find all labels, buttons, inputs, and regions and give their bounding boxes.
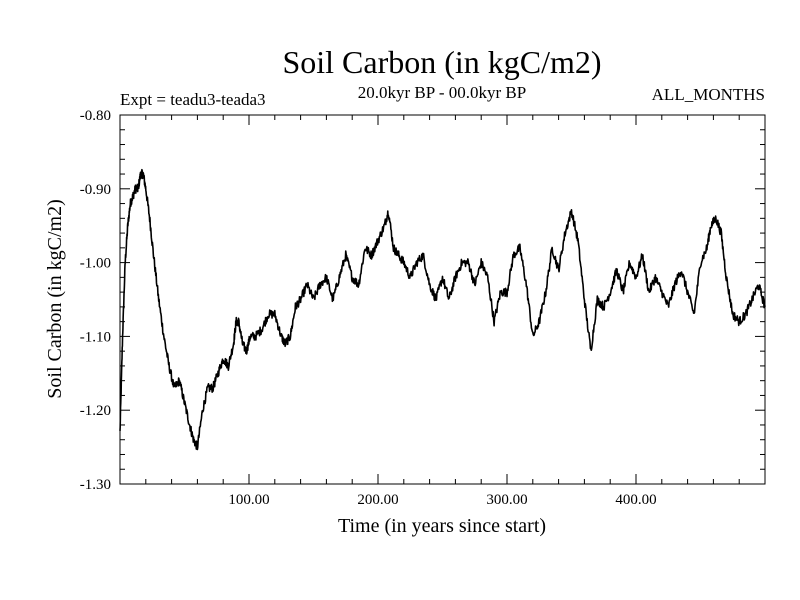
- y-tick-label: -0.90: [80, 182, 111, 198]
- experiment-label: Expt = teadu3-teada3: [120, 90, 266, 109]
- x-tick-label: 200.00: [357, 492, 398, 508]
- y-axis-label: Soil Carbon (in kgC/m2): [44, 199, 66, 398]
- y-tick-label: -1.10: [80, 329, 111, 345]
- x-axis-label: Time (in years since start): [338, 515, 546, 537]
- y-tick-label: -1.00: [80, 256, 111, 272]
- y-axis: -0.80 -0.90 -1.00 -1.10 -1.20 -1.30: [80, 108, 765, 493]
- x-tick-label: 100.00: [228, 492, 269, 508]
- chart-title: Soil Carbon (in kgC/m2): [282, 44, 601, 80]
- y-tick-label: -1.30: [80, 477, 111, 493]
- series-line: [119, 168, 766, 451]
- x-tick-label: 300.00: [486, 492, 527, 508]
- x-axis: 100.00 200.00 300.00 400.00: [145, 115, 740, 508]
- chart-subtitle: 20.0kyr BP - 00.0kyr BP: [358, 83, 526, 102]
- y-tick-label: -1.20: [80, 403, 111, 419]
- series-layer: [119, 168, 766, 451]
- y-tick-label: -0.80: [80, 108, 111, 124]
- x-tick-label: 400.00: [615, 492, 656, 508]
- plot-frame: [119, 114, 766, 485]
- period-label: ALL_MONTHS: [652, 85, 765, 104]
